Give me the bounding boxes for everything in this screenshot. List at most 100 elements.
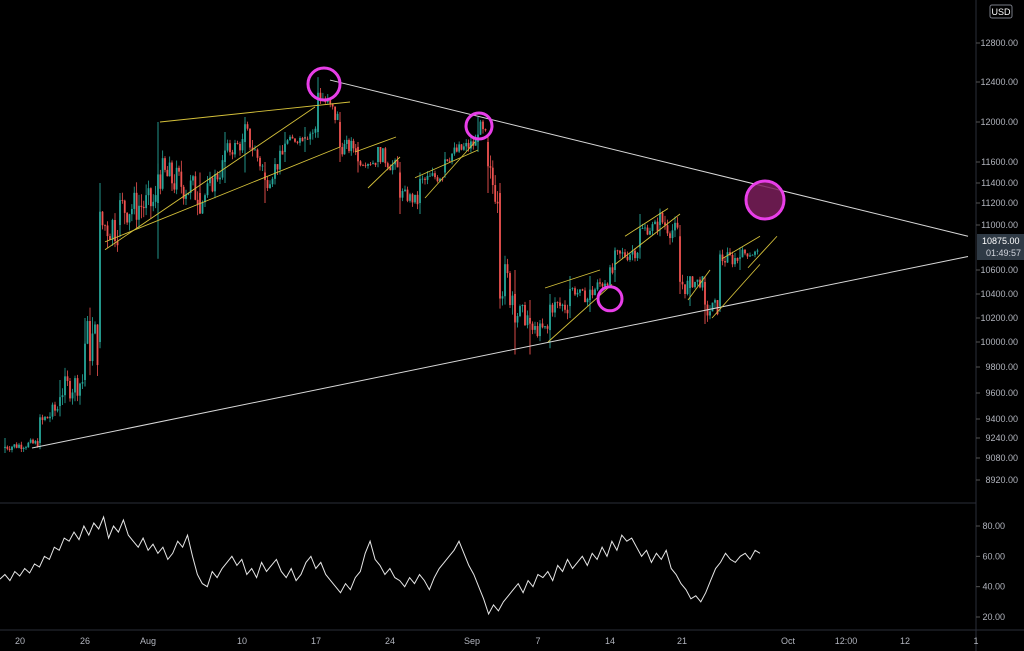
- candle-body: [559, 302, 561, 306]
- candle-body: [154, 195, 157, 202]
- price-tick-label: 9240.00: [985, 433, 1018, 443]
- channel-line[interactable]: [424, 141, 476, 199]
- candle-body: [448, 160, 451, 162]
- candle-body: [379, 147, 382, 163]
- highlight-circle[interactable]: [306, 66, 342, 102]
- channel-line[interactable]: [721, 235, 761, 260]
- price-axis[interactable]: 12800.00 12400.00 12000.00 11600.00 11400.00…: [976, 38, 1018, 485]
- candle-body: [521, 304, 524, 307]
- channel-line[interactable]: [104, 106, 316, 251]
- highlight-circle[interactable]: [744, 179, 786, 221]
- candle-body: [736, 257, 739, 261]
- candle-body: [286, 140, 289, 144]
- candle-body: [189, 180, 192, 193]
- rsi-tick-label: 20.00: [982, 612, 1005, 622]
- candle-body: [741, 249, 744, 258]
- current-price-badge: 10875.00 01:49:57: [977, 234, 1024, 260]
- candle-body: [386, 163, 389, 168]
- candle-body: [331, 103, 334, 107]
- candle-body: [431, 173, 434, 176]
- candle-body: [354, 148, 357, 152]
- resistance-trendline[interactable]: [329, 79, 969, 237]
- candle-body: [636, 252, 639, 259]
- rsi-tick-label: 60.00: [982, 551, 1005, 561]
- candle-body: [352, 140, 355, 149]
- highlight-circle[interactable]: [464, 111, 494, 141]
- candle-body: [15, 444, 18, 448]
- time-tick-label: Sep: [464, 636, 480, 646]
- candle-body: [299, 137, 301, 143]
- candle-body: [140, 205, 143, 207]
- time-axis[interactable]: 20 26 Aug 10 17 24 Sep 7 14 21 Oct 12:00 12 1: [15, 636, 979, 646]
- candle-body: [289, 136, 291, 141]
- candle-body: [411, 194, 414, 203]
- candle-body: [681, 281, 684, 285]
- drawing-layer: [31, 66, 969, 449]
- rsi-line: [0, 515, 761, 616]
- channel-line[interactable]: [711, 264, 761, 319]
- candle-body: [49, 416, 51, 419]
- candle-body: [296, 141, 299, 143]
- candle-body: [345, 139, 348, 144]
- candle-body: [484, 129, 487, 131]
- candle-body: [676, 222, 679, 228]
- candle-body: [406, 189, 409, 201]
- channel-line[interactable]: [687, 269, 711, 301]
- time-tick-label: 21: [677, 636, 687, 646]
- currency-badge[interactable]: USD: [989, 4, 1013, 19]
- channel-line[interactable]: [614, 213, 681, 265]
- channel-line[interactable]: [547, 284, 613, 343]
- candle-body: [629, 254, 631, 260]
- candle-body: [756, 250, 759, 252]
- candle-body: [496, 201, 499, 204]
- candle-body: [536, 326, 539, 337]
- candle-body: [8, 448, 11, 450]
- channel-line[interactable]: [104, 146, 341, 243]
- candle-body: [234, 143, 236, 155]
- candle-body: [61, 395, 64, 398]
- candle-body: [13, 444, 16, 447]
- channel-line[interactable]: [414, 149, 479, 179]
- price-tick-label: 11600.00: [981, 157, 1018, 167]
- candle-body: [624, 252, 626, 257]
- candle-body: [566, 309, 569, 314]
- channel-line[interactable]: [747, 235, 778, 269]
- candle-body: [149, 188, 152, 207]
- candle-body: [616, 250, 619, 252]
- time-tick-label: 24: [385, 636, 395, 646]
- candle-body: [20, 444, 23, 449]
- channel-line[interactable]: [544, 269, 601, 289]
- support-trendline[interactable]: [31, 256, 969, 449]
- channel-line[interactable]: [159, 101, 351, 123]
- price-tick-label: 10000.00: [980, 337, 1018, 347]
- candle-body: [180, 171, 183, 187]
- candle-body: [669, 233, 671, 239]
- candle-body: [462, 146, 465, 150]
- candle-body: [350, 140, 353, 152]
- candle-body: [389, 167, 392, 171]
- channel-line[interactable]: [367, 156, 401, 189]
- price-tick-label: 12400.00: [980, 77, 1018, 87]
- candle-body: [171, 162, 173, 184]
- candle-body: [334, 106, 337, 120]
- candle-body: [465, 142, 468, 147]
- highlight-circle[interactable]: [596, 285, 624, 313]
- candle-body: [424, 178, 426, 180]
- candle-body: [221, 160, 224, 178]
- candle-body: [574, 288, 576, 295]
- rsi-axis[interactable]: 80.00 60.00 40.00 20.00: [976, 521, 1005, 622]
- candle-body: [426, 175, 429, 180]
- channel-line[interactable]: [624, 208, 669, 237]
- candle-body: [309, 133, 312, 140]
- candle-body: [175, 167, 178, 190]
- candle-body: [348, 139, 350, 152]
- candle-body: [254, 149, 256, 151]
- candle-body: [576, 292, 579, 295]
- candle-body: [596, 282, 599, 290]
- candle-body: [694, 281, 696, 288]
- candle-body: [74, 378, 76, 393]
- candle-body: [109, 236, 111, 240]
- candle-body: [249, 128, 251, 148]
- channel-line[interactable]: [354, 136, 397, 153]
